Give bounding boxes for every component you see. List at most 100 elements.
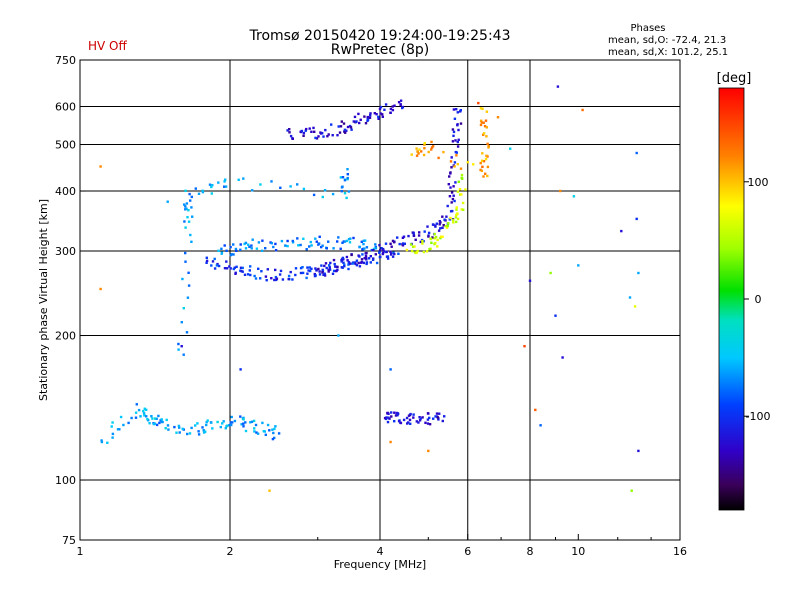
- data-point: [367, 116, 369, 118]
- data-point: [534, 409, 536, 411]
- data-point: [385, 243, 387, 245]
- data-point: [322, 196, 324, 198]
- data-point: [165, 427, 167, 429]
- data-point: [214, 258, 216, 260]
- data-point: [150, 415, 152, 417]
- data-point: [379, 249, 381, 251]
- data-point: [233, 268, 235, 270]
- data-point: [455, 216, 457, 218]
- data-point: [455, 209, 457, 211]
- data-point: [335, 270, 337, 272]
- data-point: [461, 177, 463, 179]
- data-point: [379, 108, 381, 110]
- data-point: [346, 256, 348, 258]
- data-point: [523, 345, 525, 347]
- data-point: [454, 161, 456, 163]
- data-point: [458, 181, 460, 183]
- data-point: [363, 115, 365, 117]
- data-point: [383, 109, 385, 111]
- data-point: [382, 252, 384, 254]
- data-point: [99, 165, 101, 167]
- data-point: [250, 244, 252, 246]
- data-point: [188, 193, 190, 195]
- data-point: [428, 151, 430, 153]
- data-point: [276, 278, 278, 280]
- data-point: [194, 424, 196, 426]
- data-point: [372, 249, 374, 251]
- data-point: [486, 175, 488, 177]
- data-point: [455, 108, 457, 110]
- x-tick-label: 2: [227, 545, 234, 558]
- data-point: [234, 273, 236, 275]
- data-point: [389, 368, 391, 370]
- data-point: [338, 125, 340, 127]
- data-point: [184, 261, 186, 263]
- data-point: [309, 266, 311, 268]
- data-point: [357, 113, 359, 115]
- data-point: [423, 251, 425, 253]
- data-point: [260, 270, 262, 272]
- data-point: [485, 135, 487, 137]
- data-point: [225, 260, 227, 262]
- data-point: [184, 252, 186, 254]
- data-point: [166, 419, 168, 421]
- data-point: [190, 206, 192, 208]
- data-point: [255, 424, 257, 426]
- data-point: [167, 428, 169, 430]
- data-point: [322, 135, 324, 137]
- data-point: [419, 419, 421, 421]
- data-point: [151, 417, 153, 419]
- data-point: [413, 232, 415, 234]
- data-point: [382, 248, 384, 250]
- data-point: [451, 191, 453, 193]
- data-point: [477, 102, 479, 104]
- data-point: [382, 116, 384, 118]
- data-point: [467, 161, 469, 163]
- data-point: [265, 434, 267, 436]
- data-point: [230, 421, 232, 423]
- data-point: [458, 139, 460, 141]
- data-point: [189, 234, 191, 236]
- data-point: [206, 257, 208, 259]
- data-point: [365, 252, 367, 254]
- data-point: [290, 135, 292, 137]
- data-point: [350, 254, 352, 256]
- data-point: [400, 422, 402, 424]
- data-point: [366, 261, 368, 263]
- colorbar-unit-label: [deg]: [717, 71, 752, 86]
- data-point: [261, 422, 263, 424]
- data-point: [272, 246, 274, 248]
- data-point: [345, 197, 347, 199]
- data-point: [340, 248, 342, 250]
- data-point: [256, 248, 258, 250]
- data-point: [291, 278, 293, 280]
- data-point: [350, 126, 352, 128]
- data-point: [183, 307, 185, 309]
- data-point: [436, 239, 438, 241]
- data-point: [255, 277, 257, 279]
- data-point: [187, 272, 189, 274]
- data-point: [178, 425, 180, 427]
- data-point: [432, 145, 434, 147]
- data-point: [434, 233, 436, 235]
- data-point: [460, 122, 462, 124]
- data-point: [413, 235, 415, 237]
- data-point: [253, 427, 255, 429]
- data-point: [306, 266, 308, 268]
- data-point: [310, 244, 312, 246]
- data-point: [389, 243, 391, 245]
- data-point: [416, 155, 418, 157]
- data-point: [191, 196, 193, 198]
- data-point: [145, 409, 147, 411]
- data-point: [377, 116, 379, 118]
- data-point: [303, 188, 305, 190]
- data-point: [245, 247, 247, 249]
- data-point: [339, 131, 341, 133]
- data-point: [186, 331, 188, 333]
- data-point: [374, 243, 376, 245]
- data-point: [336, 240, 338, 242]
- data-point: [557, 85, 559, 87]
- data-point: [480, 107, 482, 109]
- data-point: [145, 415, 147, 417]
- data-point: [340, 125, 342, 127]
